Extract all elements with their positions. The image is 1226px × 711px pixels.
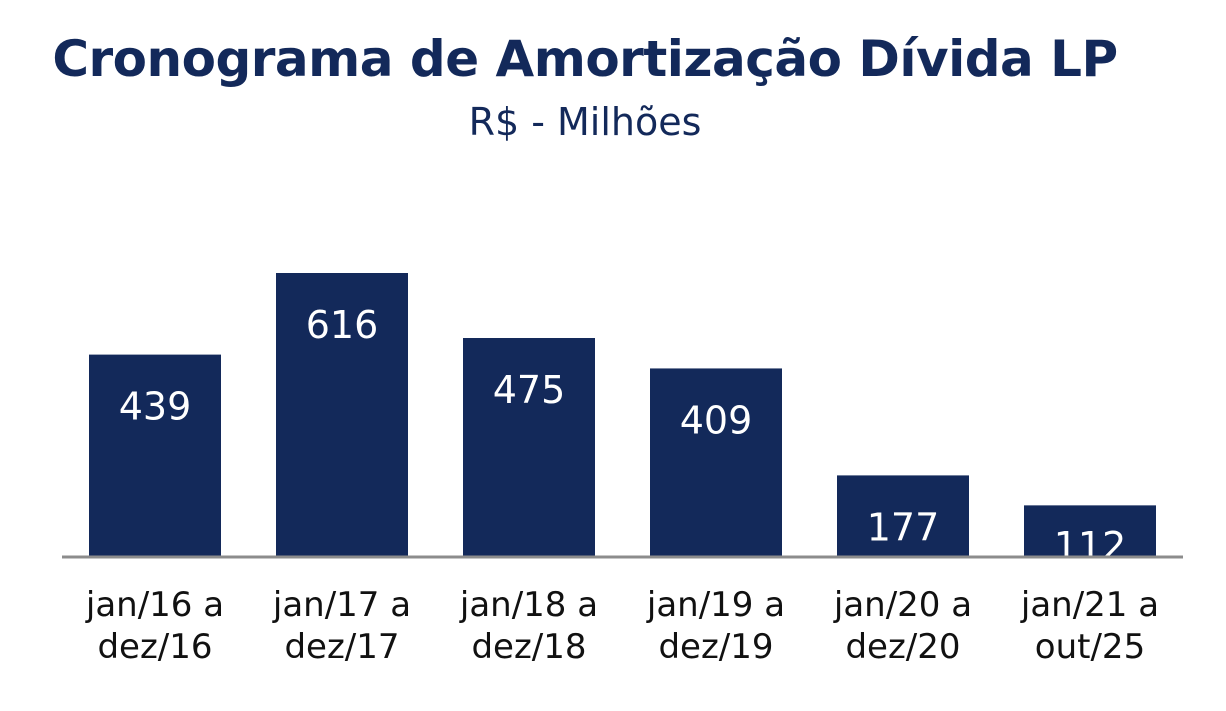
data-label-5: 177 — [867, 505, 940, 549]
bar-5 — [837, 475, 969, 557]
bar-1 — [89, 354, 221, 557]
category-label-4: jan/19 a dez/19 — [646, 585, 785, 667]
category-label-1: jan/16 a dez/16 — [85, 585, 224, 667]
category-label-5: jan/20 a dez/20 — [833, 585, 972, 667]
bar-3 — [463, 338, 595, 557]
category-label-2: jan/17 a dez/17 — [272, 585, 411, 667]
category-label-6: jan/21 a out/25 — [1020, 585, 1159, 667]
chart-title: Cronograma de Amortização Dívida LP — [52, 30, 1118, 88]
bar-2 — [276, 273, 408, 557]
bar-6 — [1024, 505, 1156, 557]
data-label-4: 409 — [680, 398, 753, 442]
category-label-3: jan/18 a dez/18 — [459, 585, 598, 667]
data-label-6: 112 — [1054, 524, 1127, 568]
chart-subtitle: R$ - Milhões — [468, 100, 702, 144]
bar-4 — [650, 368, 782, 557]
data-label-3: 475 — [493, 368, 566, 412]
data-label-1: 439 — [119, 385, 192, 429]
data-label-2: 616 — [306, 303, 379, 347]
